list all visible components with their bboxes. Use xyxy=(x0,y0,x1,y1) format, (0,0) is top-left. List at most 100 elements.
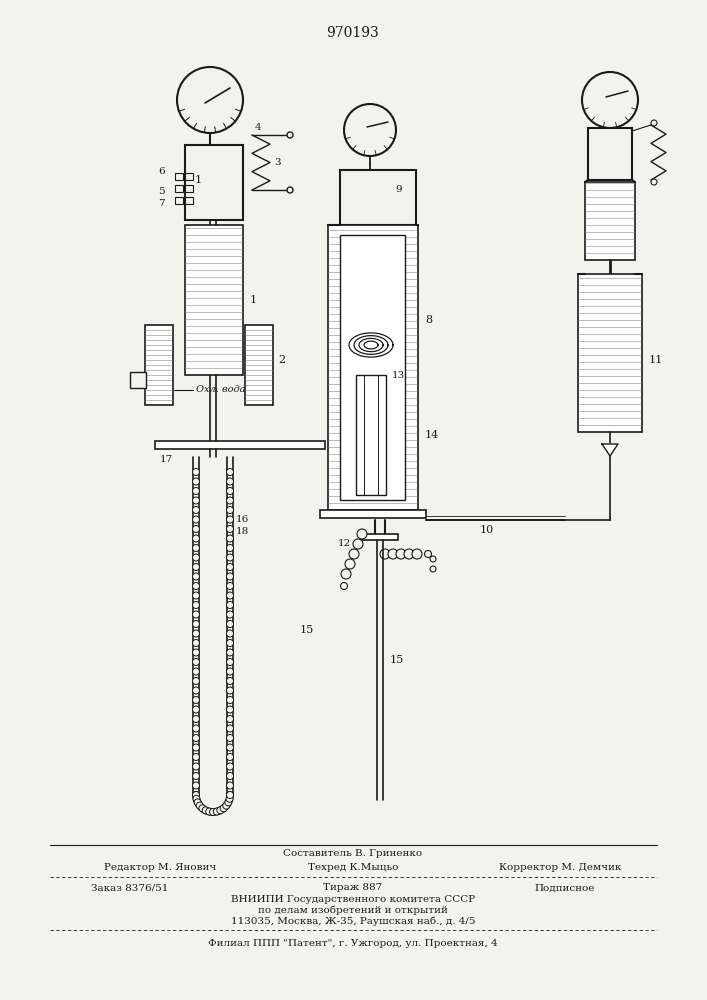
Circle shape xyxy=(226,754,233,760)
Circle shape xyxy=(424,550,431,558)
Text: 10: 10 xyxy=(480,525,494,535)
Circle shape xyxy=(651,179,657,185)
Circle shape xyxy=(226,668,233,675)
Text: 8: 8 xyxy=(425,315,432,325)
Circle shape xyxy=(199,805,206,812)
Circle shape xyxy=(226,696,233,704)
Circle shape xyxy=(226,554,233,561)
Text: Редактор М. Янович: Редактор М. Янович xyxy=(104,863,216,872)
Circle shape xyxy=(217,807,224,814)
Text: 2: 2 xyxy=(278,355,285,365)
Text: 4: 4 xyxy=(255,122,262,131)
Text: Тираж 887: Тираж 887 xyxy=(323,884,382,892)
Circle shape xyxy=(226,744,233,751)
Bar xyxy=(328,225,418,510)
Text: Филиал ППП "Патент", г. Ужгород, ул. Проектная, 4: Филиал ППП "Патент", г. Ужгород, ул. Про… xyxy=(208,938,498,948)
Text: 14: 14 xyxy=(425,430,439,440)
Circle shape xyxy=(192,526,199,532)
Circle shape xyxy=(226,687,233,694)
Circle shape xyxy=(226,792,233,798)
Circle shape xyxy=(192,611,199,618)
Circle shape xyxy=(192,582,199,589)
Circle shape xyxy=(226,706,233,713)
Circle shape xyxy=(192,678,199,684)
Circle shape xyxy=(223,802,230,809)
Circle shape xyxy=(192,497,199,504)
Circle shape xyxy=(192,554,199,561)
Bar xyxy=(155,441,325,449)
Circle shape xyxy=(209,808,216,816)
Circle shape xyxy=(192,592,199,599)
Circle shape xyxy=(192,696,199,704)
Circle shape xyxy=(192,706,199,713)
Circle shape xyxy=(226,630,233,637)
Circle shape xyxy=(192,468,199,476)
Bar xyxy=(585,182,635,260)
Text: 15: 15 xyxy=(300,625,314,635)
Text: Заказ 8376/51: Заказ 8376/51 xyxy=(91,884,169,892)
Text: Составитель В. Гриненко: Составитель В. Гриненко xyxy=(284,848,423,857)
Text: Охл. вода: Охл. вода xyxy=(196,385,245,394)
Bar xyxy=(245,325,273,405)
Text: Корректор М. Демчик: Корректор М. Демчик xyxy=(499,863,621,872)
Circle shape xyxy=(430,566,436,572)
Circle shape xyxy=(226,535,233,542)
Circle shape xyxy=(341,569,351,579)
Circle shape xyxy=(226,478,233,485)
Circle shape xyxy=(192,649,199,656)
Circle shape xyxy=(287,187,293,193)
Circle shape xyxy=(226,782,233,789)
Circle shape xyxy=(388,549,398,559)
Bar xyxy=(588,128,632,180)
Bar xyxy=(362,534,398,540)
Circle shape xyxy=(226,516,233,523)
Circle shape xyxy=(192,716,199,722)
Circle shape xyxy=(226,763,233,770)
Polygon shape xyxy=(602,444,618,456)
Text: по делам изобретений и открытий: по делам изобретений и открытий xyxy=(258,905,448,915)
Circle shape xyxy=(430,556,436,562)
Text: Подписное: Подписное xyxy=(534,884,595,892)
Circle shape xyxy=(226,488,233,494)
Circle shape xyxy=(192,772,199,780)
Circle shape xyxy=(226,601,233,608)
Text: 5: 5 xyxy=(158,188,165,196)
Circle shape xyxy=(192,488,199,494)
Circle shape xyxy=(226,544,233,552)
Bar xyxy=(185,173,193,180)
Bar xyxy=(185,145,243,220)
Circle shape xyxy=(214,808,221,815)
Circle shape xyxy=(177,67,243,133)
Circle shape xyxy=(192,573,199,580)
Bar xyxy=(185,197,193,204)
Circle shape xyxy=(192,640,199,647)
Circle shape xyxy=(192,630,199,637)
Circle shape xyxy=(220,805,227,812)
Bar xyxy=(320,510,426,518)
Circle shape xyxy=(192,687,199,694)
Circle shape xyxy=(226,506,233,514)
Circle shape xyxy=(226,678,233,684)
Circle shape xyxy=(192,734,199,742)
Circle shape xyxy=(353,539,363,549)
Text: 113035, Москва, Ж-35, Раушская наб., д. 4/5: 113035, Москва, Ж-35, Раушская наб., д. … xyxy=(230,916,475,926)
Text: 16: 16 xyxy=(236,516,250,524)
Bar xyxy=(130,372,146,388)
Circle shape xyxy=(226,526,233,532)
Text: 970193: 970193 xyxy=(327,26,380,40)
Bar xyxy=(175,197,183,204)
Circle shape xyxy=(192,478,199,485)
Circle shape xyxy=(226,725,233,732)
Text: 11: 11 xyxy=(649,355,663,365)
Circle shape xyxy=(344,104,396,156)
Circle shape xyxy=(192,792,199,798)
Circle shape xyxy=(226,649,233,656)
Circle shape xyxy=(651,120,657,126)
Circle shape xyxy=(225,799,232,806)
Bar xyxy=(340,235,405,500)
Circle shape xyxy=(202,807,209,814)
Circle shape xyxy=(192,754,199,760)
Bar xyxy=(340,170,416,225)
Circle shape xyxy=(192,564,199,570)
Circle shape xyxy=(226,772,233,780)
